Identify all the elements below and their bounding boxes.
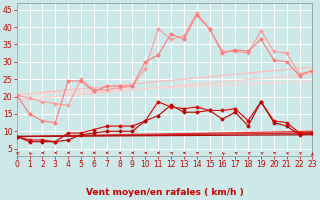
X-axis label: Vent moyen/en rafales ( km/h ): Vent moyen/en rafales ( km/h ) (86, 188, 244, 197)
